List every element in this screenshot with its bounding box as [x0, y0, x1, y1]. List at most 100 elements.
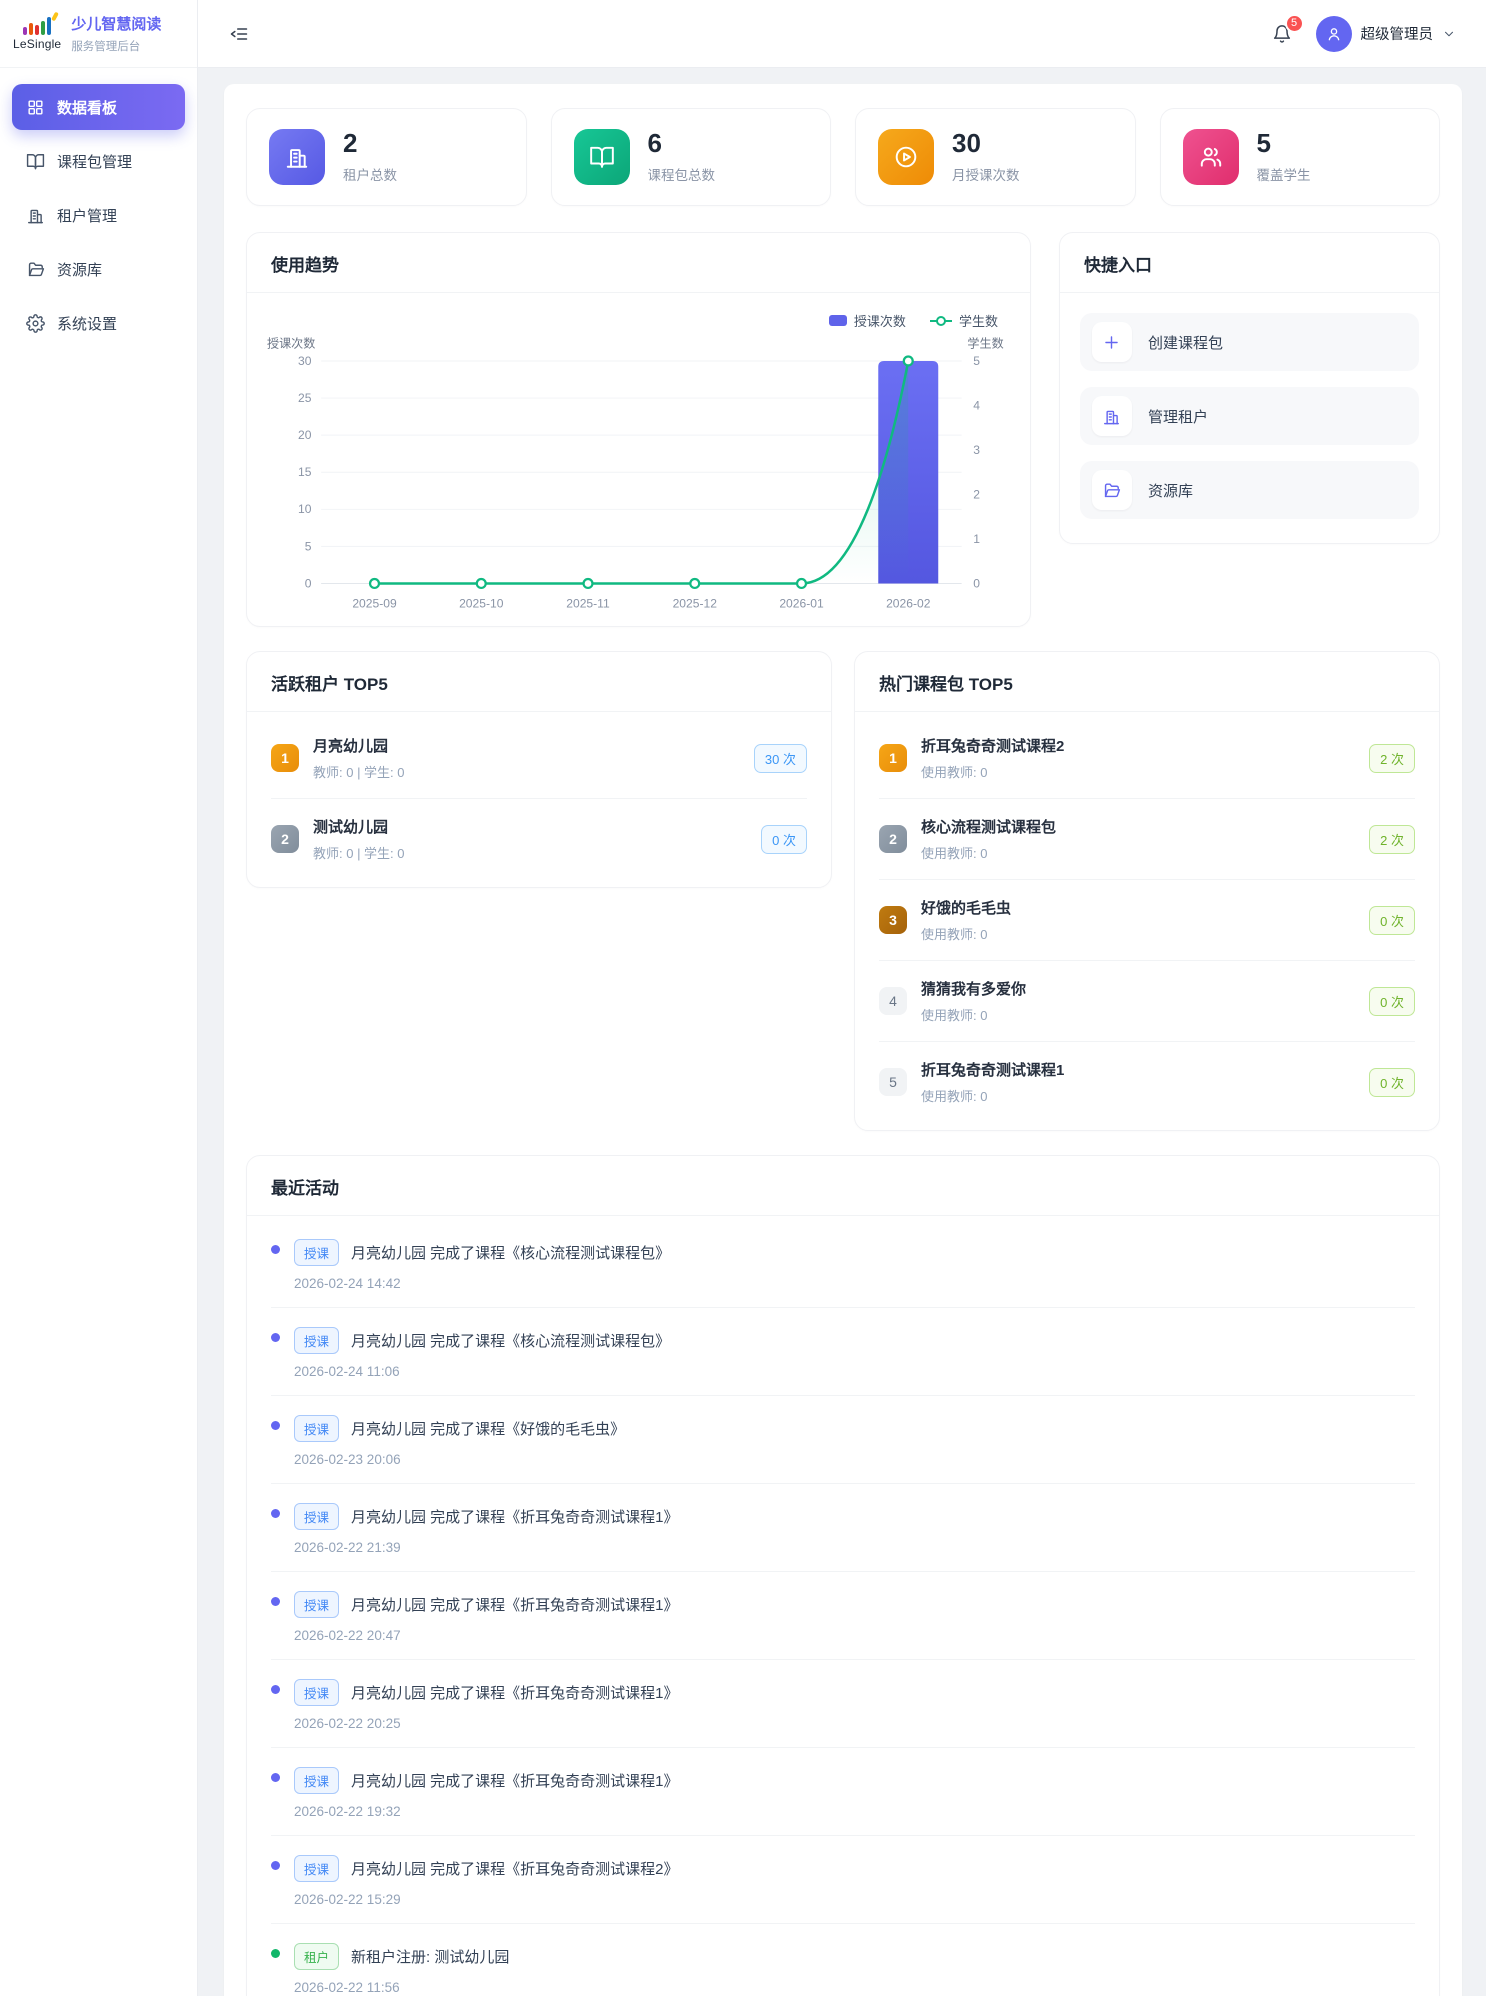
plus-icon [1105, 335, 1119, 349]
rank-name: 折耳兔奇奇测试课程2 [921, 738, 1065, 756]
svg-text:10: 10 [298, 502, 312, 516]
activity-item: 授课 月亮幼儿园 完成了课程《折耳兔奇奇测试课程1》 2026-02-22 20:2… [271, 1660, 1415, 1749]
quick-entry-icon-tile [1091, 396, 1132, 436]
rank-meta: 使用教师: 0 [921, 765, 988, 781]
activity-time: 2026-02-24 14:42 [294, 1276, 401, 1292]
stat-card-monthly-lessons: 30 月授课次数 [855, 108, 1136, 206]
legend-item[interactable]: 授课次数 [828, 311, 906, 330]
usage-count-badge: 2 次 [1369, 743, 1415, 773]
rank-name: 猜猜我有多爱你 [921, 981, 1027, 999]
recent-activity-card: 最近活动 授课 月亮幼儿园 完成了课程《核心流程测试课程包》 2026-02-24 … [246, 1155, 1440, 1996]
folder-icon [1105, 482, 1121, 497]
user-name: 超级管理员 [1360, 27, 1434, 43]
activity-tag: 授课 [294, 1591, 340, 1619]
activity-text: 月亮幼儿园 完成了课程《折耳兔奇奇测试课程1》 [351, 1597, 679, 1615]
svg-text:3: 3 [973, 443, 980, 457]
chevron-down-icon [1442, 27, 1456, 41]
users-icon [1200, 147, 1221, 167]
legend-item[interactable]: 学生数 [929, 311, 998, 330]
svg-text:25: 25 [298, 391, 312, 405]
svg-text:20: 20 [298, 428, 312, 442]
svg-text:0: 0 [305, 576, 312, 590]
stat-label: 课程包总数 [647, 168, 716, 184]
rank-badge: 2 [271, 825, 299, 854]
building-icon [1104, 410, 1120, 424]
sidebar-item-dashboard[interactable]: 数据看板 [12, 84, 185, 130]
svg-text:授课次数: 授课次数 [267, 335, 315, 350]
activity-item: 授课 月亮幼儿园 完成了课程《折耳兔奇奇测试课程2》 2026-02-22 15:2… [271, 1836, 1415, 1925]
rank-name: 月亮幼儿园 [313, 738, 389, 756]
activity-tag: 授课 [294, 1767, 340, 1795]
activity-text: 月亮幼儿园 完成了课程《折耳兔奇奇测试课程1》 [351, 1685, 679, 1703]
activity-time: 2026-02-22 19:32 [294, 1804, 401, 1820]
stat-icon-tile [269, 129, 325, 185]
play-icon [895, 146, 917, 168]
quick-entry-label: 创建课程包 [1147, 334, 1223, 352]
collapse-icon [230, 27, 248, 40]
activity-time: 2026-02-22 20:25 [294, 1716, 401, 1732]
book-icon [589, 146, 614, 168]
rank-name: 核心流程测试课程包 [921, 819, 1057, 837]
stat-card-course-packages-total: 6 课程包总数 [550, 108, 831, 206]
svg-text:15: 15 [298, 465, 312, 479]
quick-entry-resource-library[interactable]: 资源库 [1079, 461, 1419, 519]
activity-text: 新租户注册: 测试幼儿园 [351, 1949, 510, 1967]
activity-item: 授课 月亮幼儿园 完成了课程《折耳兔奇奇测试课程1》 2026-02-22 21:3… [271, 1484, 1415, 1573]
sidebar-collapse-button[interactable] [224, 19, 254, 49]
app-logo: LeSingle 少儿智慧阅读 服务管理后台 [0, 0, 197, 68]
app-subtitle: 服务管理后台 [71, 41, 141, 53]
activity-tag: 授课 [294, 1327, 340, 1355]
rank-badge: 1 [271, 744, 299, 773]
stat-icon-tile [573, 129, 630, 185]
usage-trend-card: 使用趋势 授课次数 学生数 0 5 10 15 20 25 30 0 1 2 3 4 5 授课次数 学生数 20… [246, 232, 1031, 628]
usage-count-badge: 0 次 [1369, 905, 1415, 935]
usage-count-badge: 0 次 [761, 824, 807, 854]
activity-item: 租户 新租户注册: 测试幼儿园 2026-02-22 11:56 [271, 1924, 1415, 1996]
sidebar-item-settings[interactable]: 系统设置 [12, 300, 185, 346]
book-icon [26, 153, 45, 169]
activity-dot [271, 1333, 280, 1343]
user-menu[interactable]: 超级管理员 [1315, 15, 1457, 52]
quick-entry-create-course-package[interactable]: 创建课程包 [1079, 313, 1419, 371]
svg-text:2026-01: 2026-01 [779, 597, 824, 611]
folder-icon [28, 261, 45, 276]
activity-tag: 授课 [294, 1679, 340, 1707]
sidebar-item-label: 课程包管理 [57, 153, 133, 171]
sidebar-item-label: 数据看板 [57, 99, 118, 117]
notifications-button[interactable]: 5 [1272, 13, 1304, 44]
activity-time: 2026-02-22 21:39 [294, 1540, 401, 1556]
usage-count-badge: 2 次 [1369, 824, 1415, 854]
svg-text:2025-12: 2025-12 [673, 597, 718, 611]
sidebar-item-tenants[interactable]: 租户管理 [12, 192, 185, 238]
sidebar-item-course-packages[interactable]: 课程包管理 [12, 138, 185, 184]
legend-bar-marker [828, 315, 847, 326]
activity-time: 2026-02-24 11:06 [294, 1364, 400, 1380]
rank-meta: 教师: 0 | 学生: 0 [313, 765, 405, 781]
svg-text:1: 1 [973, 532, 980, 546]
active-tenants-list: 1 月亮幼儿园 教师: 0 | 学生: 0 30 次 2 测试幼儿园 教师: 0 | 学生:… [247, 712, 831, 887]
activity-item: 授课 月亮幼儿园 完成了课程《核心流程测试课程包》 2026-02-24 11:06 [271, 1308, 1415, 1397]
usage-trend-chart: 0 5 10 15 20 25 30 0 1 2 3 4 5 授课次数 学生数 2025-09 2025-10 2… [265, 330, 1012, 616]
quick-entry-manage-tenants[interactable]: 管理租户 [1079, 387, 1419, 445]
activity-text: 月亮幼儿园 完成了课程《好饿的毛毛虫》 [351, 1421, 626, 1439]
activity-dot [271, 1421, 280, 1431]
rank-meta: 教师: 0 | 学生: 0 [313, 846, 405, 862]
stat-value: 6 [647, 127, 662, 158]
usage-count-badge: 0 次 [1369, 986, 1415, 1016]
stat-icon-tile [1182, 129, 1239, 185]
activity-time: 2026-02-22 11:56 [294, 1980, 400, 1996]
stat-card-students-covered: 5 覆盖学生 [1159, 108, 1440, 206]
user-icon [1328, 27, 1339, 40]
activity-tag: 授课 [294, 1855, 340, 1883]
hot-packages-card: 热门课程包 TOP5 1 折耳兔奇奇测试课程2 使用教师: 0 2 次 2 核心流程测试课… [854, 651, 1440, 1132]
stat-label: 覆盖学生 [1256, 168, 1311, 184]
active-tenants-title: 活跃租户 TOP5 [247, 652, 831, 713]
sidebar-item-resources[interactable]: 资源库 [12, 246, 185, 292]
rank-row: 2 核心流程测试课程包 使用教师: 0 2 次 [879, 799, 1415, 881]
svg-text:5: 5 [305, 539, 312, 553]
stats-row: 2 租户总数 6 课程包总数 30 月授课次数 5 覆盖学生 [246, 108, 1440, 206]
building-icon [286, 149, 308, 168]
rank-badge: 1 [879, 744, 907, 773]
svg-text:2025-11: 2025-11 [566, 597, 610, 611]
quick-entry-card: 快捷入口 创建课程包 管理租户 资源库 [1058, 232, 1440, 544]
